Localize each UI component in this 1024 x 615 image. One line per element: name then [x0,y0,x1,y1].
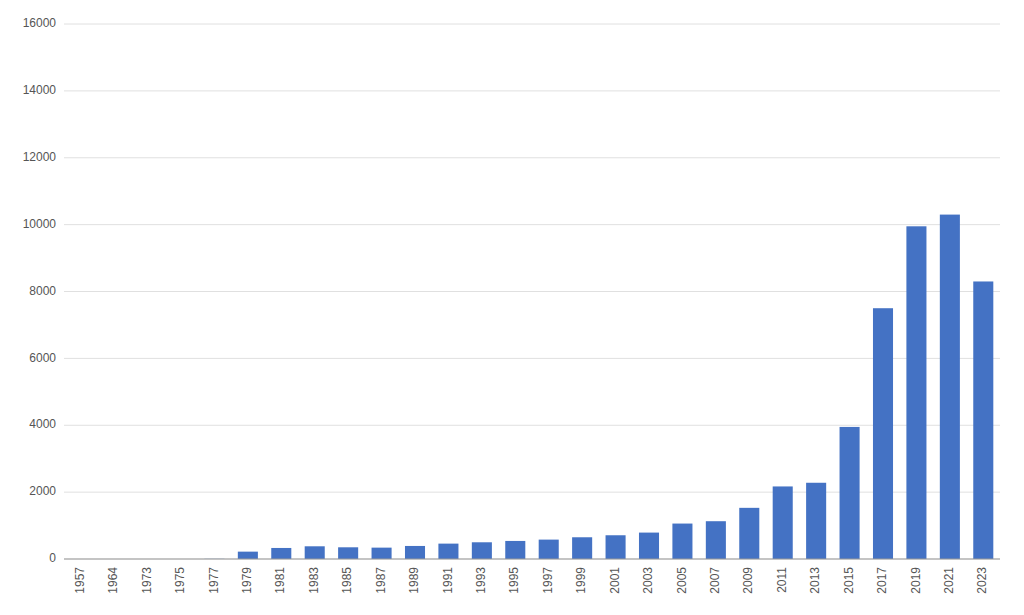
x-axis-line [64,559,1000,560]
x-tick-label: 1999 [574,567,588,594]
x-tick-label: 1979 [240,567,254,594]
grid-line [64,425,1000,426]
x-tick-label: 1991 [441,567,455,594]
x-tick-label: 2015 [842,567,856,594]
bar [639,533,659,559]
x-tick-label: 1964 [106,567,120,594]
bar [806,483,826,559]
bar [873,308,893,559]
x-tick-label: 2013 [808,567,822,594]
x-tick-label: 1977 [207,567,221,594]
bar [472,542,492,559]
y-tick-label: 4000 [29,417,56,431]
grid-line [64,24,1000,25]
grid-line [64,291,1000,292]
x-tick-label: 1983 [307,567,321,594]
grid-line [64,559,1000,560]
bar [840,427,860,559]
y-tick-label: 16000 [23,16,57,30]
grid-line [64,224,1000,225]
y-tick-label: 12000 [23,150,57,164]
bar [706,521,726,559]
bar [606,535,626,559]
chart-holder: 0 2000 4000 6000 8000 10000 12000 14000 16000 195… [0,0,1024,615]
bar [405,546,425,559]
bar [338,547,358,559]
chart: 0 2000 4000 6000 8000 10000 12000 14000 16000 195… [0,0,1024,615]
x-tick-label: 2023 [975,567,989,594]
bar [305,546,325,559]
y-tick-label: 14000 [23,83,57,97]
x-tick-label: 1985 [340,567,354,594]
x-tick-label: 1997 [541,567,555,594]
y-tick-label: 10000 [23,217,57,231]
y-tick-label: 6000 [29,351,56,365]
bar [940,215,960,559]
x-tick-label: 2001 [608,567,622,594]
x-tick-label: 2017 [875,567,889,594]
bar [773,486,793,559]
y-axis: 0 2000 4000 6000 8000 10000 12000 14000 16000 [23,16,57,565]
x-tick-label: 1989 [407,567,421,594]
x-tick-label: 1995 [507,567,521,594]
x-axis: 1957 1964 1973 1975 1977 1979 1981 1983 1985 1987… [64,559,1000,594]
bar [505,541,525,559]
x-tick-label: 2019 [909,567,923,594]
grid-line [64,157,1000,158]
x-tick-label: 1993 [474,567,488,594]
bar [438,544,458,559]
x-tick-label: 2021 [942,567,956,594]
y-tick-label: 2000 [29,484,56,498]
y-tick-label: 0 [49,551,56,565]
x-tick-label: 1957 [73,567,87,594]
y-tick-label: 8000 [29,284,56,298]
x-tick-label: 1987 [374,567,388,594]
x-tick-label: 1973 [140,567,154,594]
bar [739,508,759,559]
bar [539,540,559,559]
bar [973,281,993,559]
x-tick-label: 2011 [775,567,789,593]
x-tick-label: 2005 [675,567,689,594]
bar [372,548,392,559]
bar [672,524,692,559]
bar [906,226,926,559]
x-tick-label: 2003 [641,567,655,594]
bar [271,548,291,559]
bar [572,537,592,559]
bars [204,215,993,559]
x-tick-label: 1981 [273,567,287,594]
y-grid [64,24,1000,559]
x-tick-label: 1975 [173,567,187,594]
x-tick-label: 2009 [741,567,755,594]
grid-line [64,90,1000,91]
bar [238,552,258,559]
x-tick-label: 2007 [708,567,722,594]
grid-line [64,358,1000,359]
